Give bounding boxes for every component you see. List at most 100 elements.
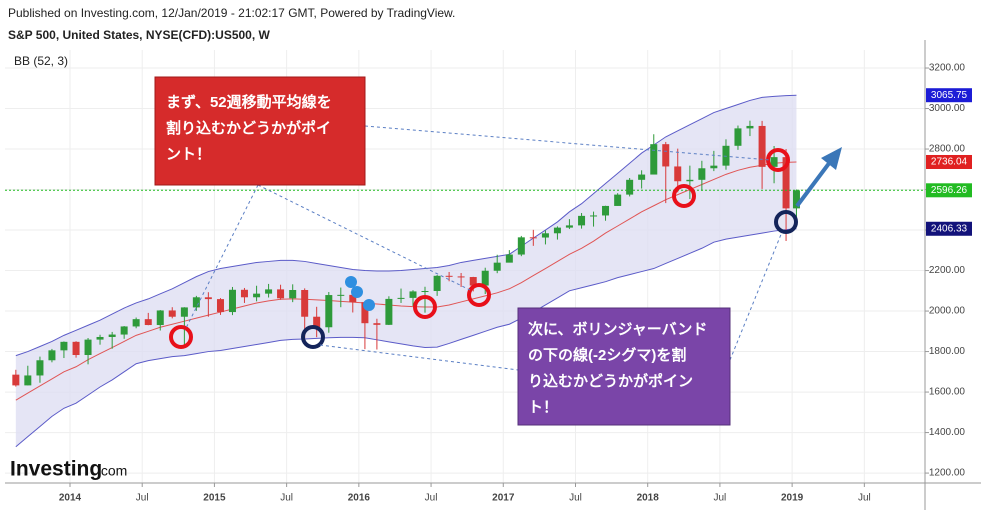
candle-body: [445, 275, 453, 277]
candle-body: [277, 289, 285, 299]
candle-body: [782, 157, 790, 209]
candle-body: [662, 144, 670, 167]
x-tick-label: 2019: [781, 493, 804, 504]
x-tick-label: Jul: [425, 493, 438, 504]
candle-body: [240, 289, 248, 298]
axis-layer: 1200.00 1400.00 1600.00 1800.00 2000.00 2200.…: [59, 63, 972, 504]
price-label: 3065.75: [931, 90, 968, 101]
price-label: 2406.33: [931, 223, 968, 234]
event-marker[interactable]: [363, 299, 375, 311]
candle-body: [614, 194, 622, 206]
event-marker[interactable]: [351, 286, 363, 298]
logo-brand: Investing: [10, 458, 102, 481]
candle-body: [578, 215, 586, 226]
x-tick-label: 2014: [59, 493, 82, 504]
band-middle: [15, 161, 797, 401]
candle-body: [493, 262, 501, 271]
price-label: 2596.26: [931, 185, 968, 196]
y-tick-label: 1200.00: [929, 468, 966, 479]
x-tick-label: Jul: [714, 493, 727, 504]
candle-body: [96, 336, 104, 340]
candle-body: [253, 293, 261, 298]
y-tick-label: 2800.00: [929, 144, 966, 155]
candle-body: [469, 277, 477, 286]
candle-body: [192, 297, 200, 308]
candle-body: [156, 310, 164, 326]
published-note: Published on Investing.com, 12/Jan/2019 …: [8, 6, 455, 20]
candle-body: [722, 145, 730, 166]
annotation-red: まず、52週移動平均線を 割り込むかどうかがポイ ント！: [154, 76, 366, 186]
trend-arrow: [795, 147, 842, 208]
candle-body: [734, 128, 742, 146]
candle-body: [650, 144, 658, 175]
candle-body: [349, 294, 357, 303]
candle-body: [24, 375, 32, 386]
candle-body: [397, 297, 405, 299]
candle-body: [710, 165, 718, 169]
candle-body: [602, 205, 610, 216]
candle-body: [228, 289, 236, 313]
y-tick-label: 2000.00: [929, 306, 966, 317]
y-tick-label: 3200.00: [929, 63, 966, 74]
candle-body: [409, 291, 417, 298]
candle-body: [144, 319, 152, 326]
band-lower: [15, 228, 797, 448]
event-marker[interactable]: [345, 276, 357, 288]
arrow-head: [821, 147, 842, 170]
price-label-box: [926, 88, 972, 103]
candle-body: [301, 289, 309, 317]
x-tick-label: Jul: [569, 493, 582, 504]
candle-body: [36, 360, 44, 376]
annotation-line: 次に、ボリンジャーバンド: [528, 320, 707, 338]
candle-body: [72, 341, 80, 356]
x-tick-label: 2015: [203, 493, 226, 504]
candle-body: [132, 319, 140, 327]
candle-body: [758, 125, 766, 167]
candle-body: [373, 323, 381, 325]
annotation-purple: 次に、ボリンジャーバンド の下の線(-2シグマ)を割 り込むかどうかがポイン ト…: [517, 307, 731, 426]
candle-body: [505, 254, 513, 263]
price-label-box: [926, 221, 972, 236]
candle-body: [529, 237, 537, 239]
candle-body: [792, 190, 800, 209]
candle-body: [385, 298, 393, 325]
price-label-box: [926, 154, 972, 169]
y-tick-label: 1600.00: [929, 387, 966, 398]
symbol-title: S&P 500, United States, NYSE(CFD):US500,…: [8, 28, 271, 42]
indicator-label: BB (52, 3): [14, 54, 68, 68]
connector: [729, 231, 783, 361]
annotation-line: り込むかどうかがポイン: [528, 372, 693, 390]
candle-body: [313, 316, 321, 328]
x-tick-label: Jul: [136, 493, 149, 504]
candle-body: [289, 289, 297, 299]
candle-body: [746, 125, 754, 129]
candle-body: [325, 295, 333, 328]
candle-body: [216, 299, 224, 313]
x-tick-label: 2016: [348, 493, 371, 504]
x-tick-label: 2017: [492, 493, 515, 504]
candle-body: [698, 168, 706, 180]
annotation-line: ト！: [528, 399, 558, 416]
candle-body: [120, 326, 128, 335]
candle-body: [517, 237, 525, 255]
candle-body: [84, 339, 92, 356]
candle-body: [481, 270, 489, 286]
x-tick-label: Jul: [858, 493, 871, 504]
candle-body: [12, 374, 20, 386]
band-layer: [15, 94, 797, 448]
price-label: 2736.04: [931, 157, 968, 168]
arrow-shaft: [795, 160, 832, 208]
connector: [364, 125, 771, 161]
price-label-box: [926, 183, 972, 198]
annotation-line: 割り込むかどうかがポイ: [166, 119, 331, 137]
highlight-circle: [774, 210, 798, 234]
candle-body: [590, 215, 598, 217]
candle-body: [626, 179, 634, 195]
annotation-line: まず、52週移動平均線を: [166, 93, 332, 111]
highlight-circle: [169, 325, 193, 349]
candle-body: [361, 302, 369, 324]
highlight-circle: [672, 184, 696, 208]
band-upper: [15, 94, 797, 357]
